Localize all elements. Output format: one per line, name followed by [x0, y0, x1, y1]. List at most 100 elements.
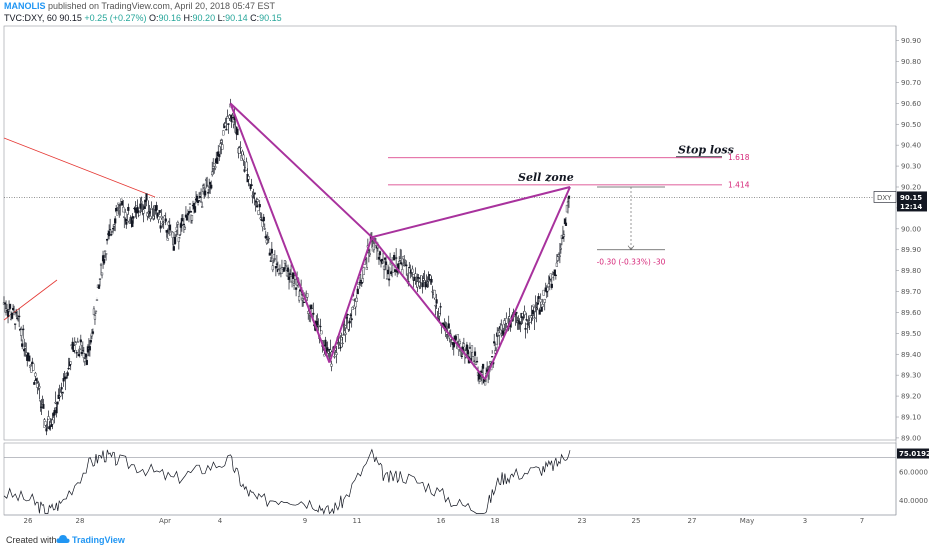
harmonic-pattern[interactable] — [229, 102, 571, 380]
trendlines[interactable] — [3, 137, 156, 321]
price-candle-body — [261, 221, 264, 228]
price-candle-body — [31, 361, 34, 364]
y-tick-label: 89.20 — [901, 393, 921, 401]
price-chart[interactable]: 90.90 90.80 90.70 90.60 90.50 90.40 90.30 90.20… — [0, 0, 932, 530]
pattern-leg — [371, 186, 571, 239]
price-candle-body — [540, 306, 543, 312]
main-y-axis[interactable]: 90.90 90.80 90.70 90.60 90.50 90.40 90.30 90.20… — [896, 37, 921, 442]
ohlc-high: 90.20 — [192, 13, 216, 23]
price-candle-body — [382, 265, 386, 270]
price-candle-body — [358, 281, 361, 284]
price-candle-body — [515, 311, 518, 314]
price-candle-body — [118, 208, 121, 210]
price-candle-body — [139, 203, 142, 209]
price-candle-body — [111, 232, 114, 235]
price-candle-body — [339, 346, 342, 349]
price-candle-body — [99, 264, 103, 266]
fib-level-label: Sell zone — [518, 171, 574, 184]
y-tick-label: 89.30 — [901, 372, 921, 380]
price-candle-body — [89, 340, 93, 343]
price-candle-body — [307, 311, 310, 314]
price-candle-body — [446, 335, 449, 337]
chart-header: MANOLIS published on TradingView.com, Ap… — [0, 0, 932, 26]
x-tick-label: 16 — [437, 517, 446, 525]
x-tick-label: 9 — [303, 517, 307, 525]
symbol-line: TVC:DXY, 60 — [4, 13, 57, 23]
price-candle-body — [385, 278, 389, 280]
measure-tool[interactable]: -0.30 (-0.33%) -30 — [597, 186, 666, 267]
price-candle-body — [40, 406, 43, 408]
price-candle-body — [159, 225, 162, 229]
price-candle-body — [525, 319, 528, 321]
rsi-indicator — [3, 448, 896, 516]
price-candle-body — [155, 205, 158, 211]
fib-ratio-label: 1.618 — [728, 153, 750, 162]
price-candle-body — [500, 324, 503, 331]
price-candle-body — [219, 143, 222, 148]
price-candle-body — [522, 317, 525, 319]
price-candle-body — [200, 206, 204, 208]
price-candle-body — [21, 343, 24, 347]
price-candle-body — [60, 387, 63, 390]
price-candle-body — [164, 218, 167, 222]
ohlc-low: 90.14 — [225, 13, 248, 23]
price-candle-body — [78, 348, 81, 350]
price-candle-body — [76, 341, 79, 343]
price-candle-body — [273, 258, 276, 260]
price-candle-body — [324, 339, 327, 347]
price-candle-body — [175, 226, 178, 231]
price-candle-body — [100, 272, 104, 276]
price-candle-body — [400, 262, 403, 265]
price-candle-body — [460, 355, 463, 357]
price-candle-body — [342, 334, 345, 336]
y-tick-label: 89.90 — [901, 246, 921, 254]
price-candle-body — [158, 210, 161, 213]
price-candle-body — [435, 299, 438, 304]
price-candle-body — [426, 281, 429, 283]
pattern-leg — [229, 102, 373, 238]
x-tick-label: 26 — [24, 517, 33, 525]
price-candle-body — [55, 407, 58, 414]
price-candle-body — [97, 285, 101, 289]
symbol-tag-box — [873, 191, 897, 203]
price-candle-body — [495, 343, 498, 349]
price-candle-body — [284, 265, 288, 267]
price-candle-body — [427, 280, 430, 282]
price-candle-body — [323, 354, 326, 357]
price-candle-body — [282, 267, 286, 272]
y-tick-label: 89.50 — [901, 330, 921, 338]
price-candle-body — [149, 215, 152, 219]
price-candle-body — [378, 251, 382, 256]
price-candle-body — [6, 309, 10, 317]
price-candle-body — [329, 349, 332, 353]
price-candle-body — [434, 305, 437, 307]
price-candle-body — [303, 301, 306, 303]
author-name[interactable]: MANOLIS — [4, 1, 46, 11]
price-candle-body — [42, 404, 45, 409]
price-candle-body — [220, 140, 223, 143]
price-candle-body — [288, 273, 292, 275]
price-candle-body — [539, 299, 542, 303]
price-candle-body — [267, 238, 270, 240]
price-candle-body — [121, 200, 124, 206]
measure-arrow-icon — [627, 245, 635, 251]
price-candle-body — [22, 328, 25, 331]
price-candle-body — [64, 377, 67, 380]
x-tick-label: 27 — [688, 517, 697, 525]
price-candle-body — [344, 332, 347, 335]
price-candle-body — [3, 302, 7, 305]
y-tick-label: 89.70 — [901, 288, 921, 296]
tradingview-brand[interactable]: TradingView — [72, 535, 125, 545]
ohlc-o-label: O: — [148, 13, 159, 23]
time-axis[interactable]: 26 28 Apr 4 9 11 16 18 23 25 27 May 3 7 — [24, 517, 865, 525]
price-candle-body — [271, 265, 274, 271]
price-candle-body — [176, 221, 179, 225]
price-candle-body — [317, 324, 320, 326]
price-candle-body — [365, 267, 368, 270]
publish-text: published on TradingView.com, April 20, … — [48, 1, 275, 11]
price-candle-body — [478, 378, 482, 382]
price-candle-body — [387, 278, 391, 281]
price-candle-body — [145, 193, 148, 201]
price-candle-body — [290, 280, 294, 283]
